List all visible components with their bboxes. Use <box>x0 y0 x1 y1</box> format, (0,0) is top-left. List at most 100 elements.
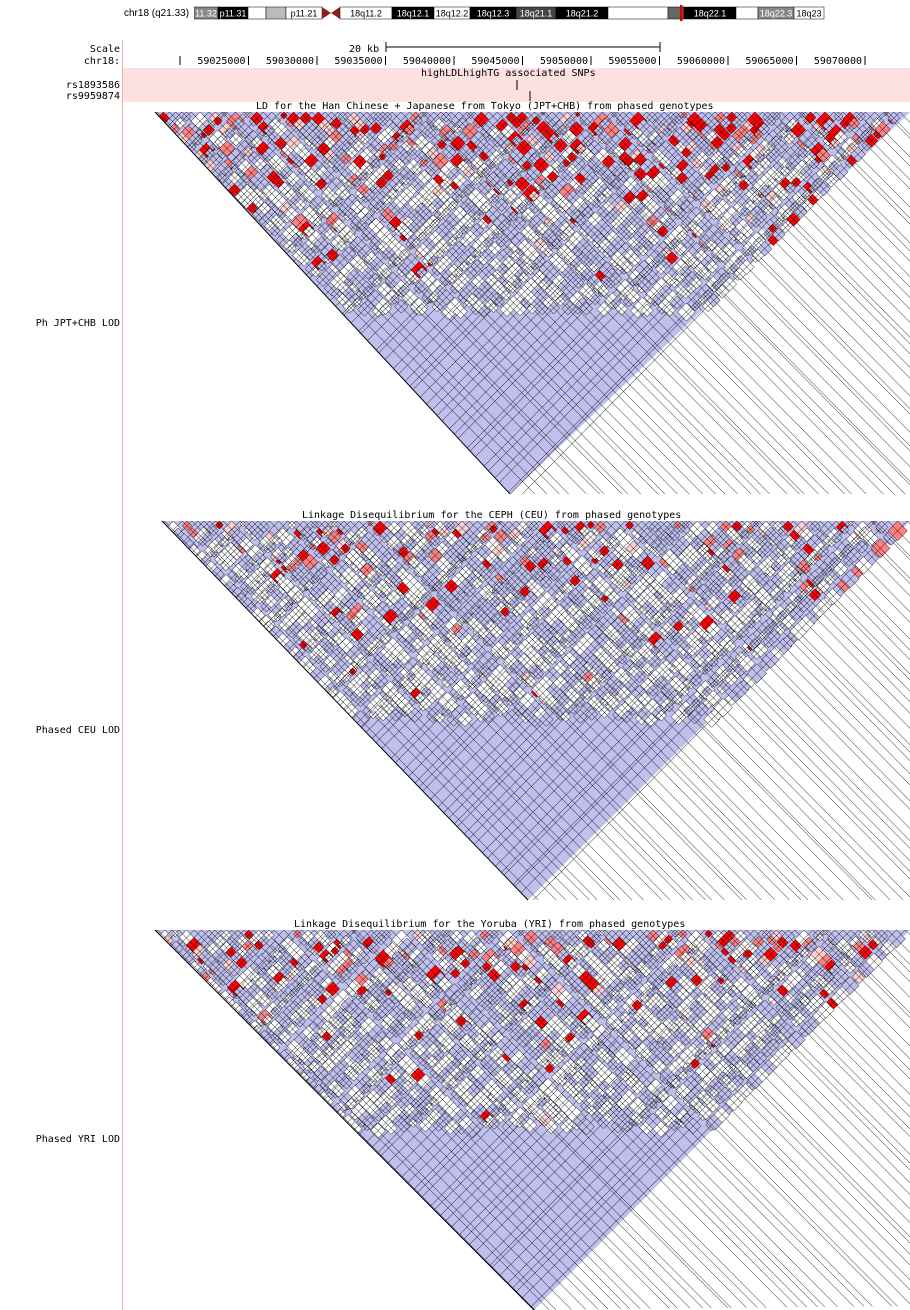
ld-gridline <box>155 112 170 495</box>
ld-gridline <box>657 112 910 495</box>
ld-gridline <box>263 112 641 495</box>
ld-gridline <box>155 112 192 495</box>
ld-gridline <box>865 112 910 495</box>
ld-gridline <box>516 112 895 495</box>
ld-gridline <box>299 112 678 495</box>
ld-gridline <box>883 112 910 495</box>
ideogram-band-label: p11.31 <box>220 9 247 19</box>
ld-gridline <box>162 521 246 901</box>
ideogram-band-label: 18q23 <box>796 9 821 19</box>
ld-gridline <box>544 112 910 495</box>
ideogram-band-label: 18q21.1 <box>520 9 553 19</box>
ld-gridline <box>853 521 910 901</box>
ld-gridline <box>465 112 844 495</box>
ruler-tick-label: 59050000 <box>540 56 588 67</box>
ld-gridline <box>593 112 910 495</box>
ld-gridline <box>629 112 910 495</box>
chromosome-position-label: chr18 (q21.33) <box>124 8 190 19</box>
ld-track-label-jpt-chb[interactable]: Ph JPT+CHB LOD <box>35 318 120 329</box>
snp-label-rs1893586[interactable]: rs1893586 <box>65 80 120 91</box>
ld-gridline <box>456 112 835 495</box>
snp-label-rs9959874[interactable]: rs9959874 <box>65 91 120 102</box>
ld-gridline <box>382 112 761 495</box>
ld-gridline <box>155 112 281 495</box>
ld-gridline <box>347 112 726 495</box>
ld-gridline <box>391 112 770 495</box>
ld-gridline <box>155 112 339 495</box>
ld-gridline <box>670 112 910 495</box>
ld-gridline <box>687 112 910 495</box>
ld-gridline <box>856 112 910 495</box>
ld-gridline <box>155 112 326 495</box>
ld-gridline <box>438 112 817 495</box>
ideogram-band-label: 18q12.1 <box>397 9 430 19</box>
ld-gridline <box>226 112 605 495</box>
scale-label: Scale <box>89 44 120 55</box>
snp-markers[interactable] <box>516 80 531 101</box>
scale-bar-label: 20 kb <box>349 44 380 55</box>
centromere-right <box>331 7 340 19</box>
ld-gridline <box>162 521 224 901</box>
ld-gridline <box>337 112 716 495</box>
ruler-tick-label: 59025000 <box>197 56 245 67</box>
ideogram-band-label: 18q12.3 <box>477 9 510 19</box>
ld-gridline <box>747 112 910 495</box>
ld-track-label-yri[interactable]: Phased YRI LOD <box>35 1134 120 1145</box>
ld-triangle-edge <box>154 111 511 495</box>
ideogram-band-label: 18q21.2 <box>566 9 599 19</box>
ld-gridline <box>487 112 866 495</box>
ld-gridline <box>559 112 910 495</box>
ld-triangle-ceu[interactable] <box>0 520 910 901</box>
ld-gridline <box>403 112 781 495</box>
ideogram-bands: 11.32 p11.31 p11.21 18q11.2 18q12.1 18q12.2 18… <box>193 5 825 21</box>
ld-gridline <box>478 112 857 495</box>
ld-gridline <box>155 112 312 495</box>
ld-triangle-jpt-chb[interactable] <box>0 111 910 495</box>
ld-gridline <box>162 521 388 901</box>
ld-gridline <box>575 112 910 495</box>
ideogram-band-label: 11.32 <box>195 9 217 19</box>
ideogram-band-label: 18q12.2 <box>436 9 469 19</box>
ld-gridline <box>804 112 910 495</box>
ruler-tick-label: 59040000 <box>403 56 451 67</box>
ld-gridline <box>155 112 288 495</box>
chromosome-ideogram[interactable]: 11.32 p11.31 p11.21 18q11.2 18q12.1 18q12.2 18… <box>193 5 846 21</box>
ld-gridline <box>833 112 910 495</box>
ld-gridline <box>190 112 569 495</box>
ld-gridline <box>466 112 845 495</box>
ld-gridline <box>250 112 629 495</box>
ld-gridline <box>244 112 623 495</box>
ld-gridline <box>726 112 910 495</box>
ideogram-band-label: p11.21 <box>291 9 318 19</box>
ideogram-band-label: 18q22.1 <box>694 9 727 19</box>
ld-cells <box>162 521 910 901</box>
position-ruler: 59025000 59030000 59035000 59040000 59045000… <box>179 42 866 67</box>
ld-gridline <box>799 112 910 495</box>
ld-gridline <box>488 112 867 495</box>
ld-track-label-ceu[interactable]: Phased CEU LOD <box>35 725 120 736</box>
ld-gridline <box>506 112 885 495</box>
ld-gridline <box>395 112 773 495</box>
ld-gridline <box>473 112 852 495</box>
ld-gridline <box>762 112 910 495</box>
ld-cells <box>155 112 910 495</box>
ld-gridline <box>427 112 806 495</box>
ld-gridline <box>680 112 910 495</box>
ld-gridline <box>579 112 910 495</box>
ld-gridline <box>780 112 910 495</box>
ruler-tick-label: 59070000 <box>814 56 862 67</box>
ld-gridline <box>426 112 805 495</box>
ld-triangle-yri[interactable] <box>0 929 910 1310</box>
ruler-tick-label: 59060000 <box>677 56 725 67</box>
ld-gridline <box>887 521 910 901</box>
ld-gridline <box>527 112 906 495</box>
ld-gridline <box>899 112 910 495</box>
ld-gridline <box>772 112 910 495</box>
ld-gridline <box>155 112 223 495</box>
ld-gridline <box>373 112 752 495</box>
ld-gridline <box>714 112 910 495</box>
ld-gridline <box>155 112 227 495</box>
ld-gridline <box>450 112 829 495</box>
ld-gridline <box>208 112 587 495</box>
